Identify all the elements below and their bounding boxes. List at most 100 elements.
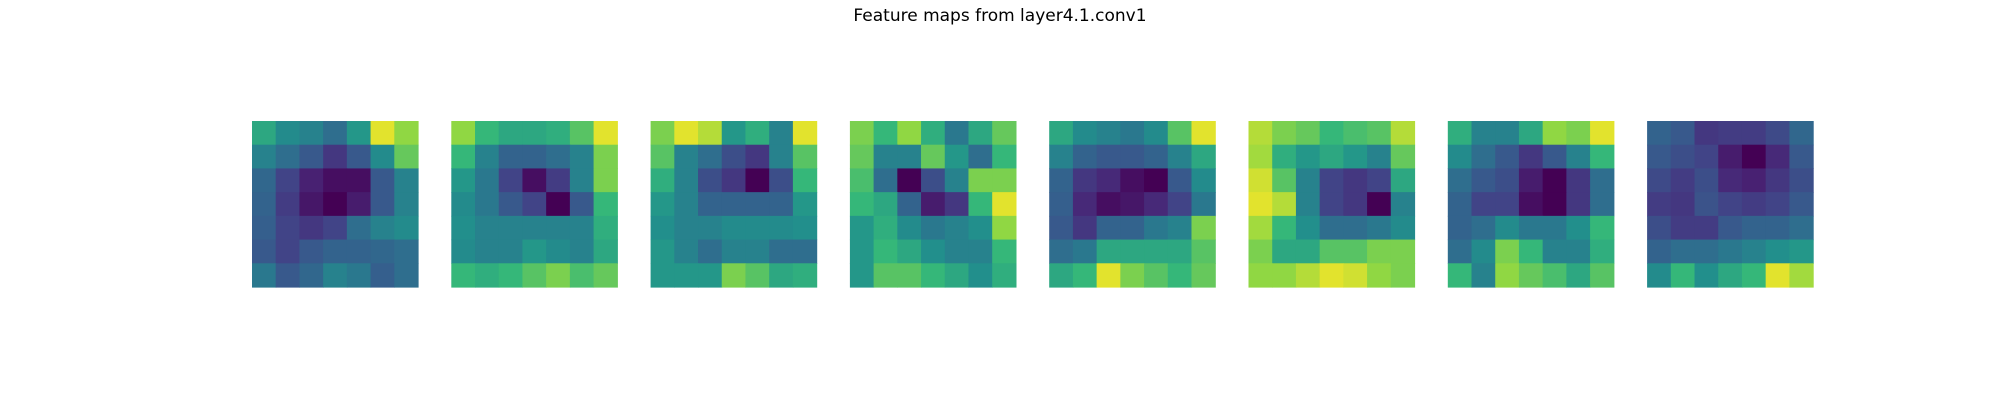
heatmap-cell bbox=[1590, 239, 1615, 264]
heatmap-cell bbox=[323, 263, 348, 288]
heatmap-cell bbox=[1471, 168, 1496, 193]
heatmap-cell bbox=[569, 239, 595, 264]
heatmap-cell bbox=[522, 192, 547, 217]
heatmap-cell bbox=[546, 168, 571, 193]
heatmap-cell bbox=[1647, 192, 1672, 217]
heatmap-cell bbox=[451, 263, 476, 288]
heatmap-cell bbox=[1319, 121, 1344, 146]
heatmap-cell bbox=[944, 121, 970, 146]
heatmap-cell bbox=[323, 168, 348, 193]
heatmap-cell bbox=[1049, 215, 1074, 241]
heatmap-cell bbox=[849, 121, 875, 146]
heatmap-cell bbox=[1542, 239, 1567, 264]
heatmap-cell bbox=[921, 121, 946, 146]
heatmap-cell bbox=[745, 121, 770, 146]
heatmap-cell bbox=[370, 239, 395, 264]
heatmap-cell bbox=[650, 144, 675, 170]
heatmap-cell bbox=[1447, 263, 1473, 288]
heatmap-cell bbox=[1295, 263, 1321, 288]
heatmap-cell bbox=[522, 215, 547, 241]
heatmap-cell bbox=[1670, 239, 1696, 264]
heatmap-cell bbox=[1191, 192, 1216, 217]
heatmap-cell bbox=[1120, 239, 1145, 264]
heatmap-cell bbox=[1789, 215, 1814, 241]
heatmap-cell bbox=[769, 239, 794, 264]
heatmap-cell bbox=[475, 192, 500, 217]
heatmap-cell bbox=[498, 144, 524, 170]
heatmap-cell bbox=[299, 263, 324, 288]
heatmap-cell bbox=[1248, 144, 1273, 170]
feature-map-5 bbox=[1049, 121, 1216, 288]
heatmap-cell bbox=[252, 192, 277, 217]
heatmap-cell bbox=[1390, 121, 1416, 146]
heatmap-cell bbox=[849, 144, 875, 170]
heatmap-cell bbox=[1390, 215, 1416, 241]
heatmap-cell bbox=[968, 192, 993, 217]
heatmap-cell bbox=[1518, 263, 1544, 288]
heatmap-cell bbox=[1049, 239, 1074, 264]
heatmap-cell bbox=[849, 168, 875, 193]
heatmap-cell bbox=[1765, 192, 1790, 217]
heatmap-cell bbox=[650, 192, 675, 217]
heatmap-cell bbox=[370, 144, 395, 170]
heatmap-cell bbox=[394, 192, 419, 217]
heatmap-cell bbox=[674, 144, 699, 170]
heatmap-cell bbox=[1144, 263, 1169, 288]
heatmap-cell bbox=[1694, 239, 1719, 264]
heatmap-cell bbox=[1718, 215, 1743, 241]
heatmap-cell bbox=[475, 263, 500, 288]
heatmap-cell bbox=[849, 263, 875, 288]
heatmap-cell bbox=[546, 263, 571, 288]
heatmap-cell bbox=[873, 168, 898, 193]
heatmap-cell bbox=[498, 121, 524, 146]
heatmap-cell bbox=[1367, 215, 1392, 241]
heatmap-cell bbox=[1647, 263, 1672, 288]
feature-map-8 bbox=[1647, 121, 1814, 288]
heatmap-cell bbox=[1542, 263, 1567, 288]
heatmap-cell bbox=[1120, 121, 1145, 146]
heatmap-cell bbox=[1072, 168, 1098, 193]
heatmap-cell bbox=[921, 263, 946, 288]
heatmap-cell bbox=[252, 239, 277, 264]
heatmap-cell bbox=[1367, 144, 1392, 170]
heatmap-cell bbox=[921, 215, 946, 241]
heatmap-cell bbox=[992, 168, 1017, 193]
heatmap-cell bbox=[451, 144, 476, 170]
heatmap-cell bbox=[1495, 168, 1520, 193]
heatmap-cell bbox=[1694, 144, 1719, 170]
heatmap-cell bbox=[1319, 215, 1344, 241]
heatmap-cell bbox=[1272, 144, 1297, 170]
heatmap-cell bbox=[698, 239, 723, 264]
heatmap-cell bbox=[1390, 144, 1416, 170]
heatmap-cell bbox=[1566, 239, 1591, 264]
heatmap-cell bbox=[792, 239, 818, 264]
heatmap-cell bbox=[1367, 168, 1392, 193]
heatmap-cell bbox=[1072, 215, 1098, 241]
heatmap-cell bbox=[1049, 263, 1074, 288]
heatmap-cell bbox=[1072, 144, 1098, 170]
heatmap-cell bbox=[593, 168, 618, 193]
heatmap-cell bbox=[944, 192, 970, 217]
heatmap-cell bbox=[569, 121, 595, 146]
heatmap-cell bbox=[1566, 192, 1591, 217]
heatmap-cell bbox=[769, 215, 794, 241]
heatmap-cell bbox=[1272, 168, 1297, 193]
heatmap-cell bbox=[1495, 239, 1520, 264]
heatmap-cell bbox=[1367, 192, 1392, 217]
heatmap-cell bbox=[1542, 144, 1567, 170]
heatmap-cell bbox=[1319, 192, 1344, 217]
heatmap-cell bbox=[1447, 144, 1473, 170]
heatmap-cell bbox=[1566, 144, 1591, 170]
heatmap-cell bbox=[1670, 215, 1696, 241]
heatmap-cell bbox=[944, 263, 970, 288]
heatmap-cell bbox=[1495, 192, 1520, 217]
heatmap-cell bbox=[1590, 144, 1615, 170]
heatmap-cell bbox=[1590, 121, 1615, 146]
heatmap-cell bbox=[1319, 168, 1344, 193]
heatmap-cell bbox=[721, 192, 747, 217]
heatmap-cell bbox=[1343, 239, 1368, 264]
heatmap-cell bbox=[1191, 239, 1216, 264]
heatmap-cell bbox=[370, 215, 395, 241]
heatmap-cell bbox=[1718, 121, 1743, 146]
heatmap-cell bbox=[1343, 168, 1368, 193]
